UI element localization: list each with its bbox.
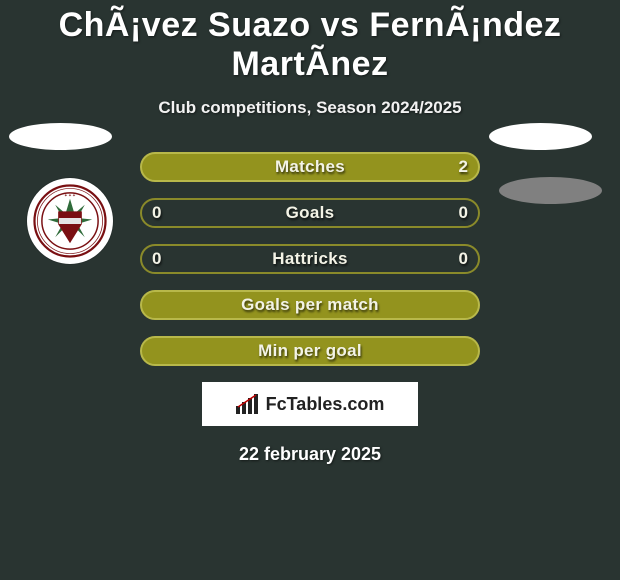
stat-bar-left-value: 0	[152, 203, 161, 223]
stat-bar: Min per goal	[140, 336, 480, 366]
fctables-label: FcTables.com	[266, 394, 385, 415]
date-label: 22 february 2025	[0, 444, 620, 465]
stat-bar: Hattricks 0 0	[140, 244, 480, 274]
club-badge: ✦ ✦ ✦	[27, 178, 113, 264]
stat-bar: Matches 2	[140, 152, 480, 182]
crest-icon: ✦ ✦ ✦	[33, 184, 107, 258]
page-subtitle: Club competitions, Season 2024/2025	[0, 98, 620, 118]
stat-bar-right-value: 2	[459, 157, 468, 177]
stat-bar-label: Matches	[275, 157, 345, 177]
stat-bar-label: Goals	[286, 203, 335, 223]
decor-ellipse	[489, 123, 592, 150]
stat-bar-right-value: 0	[459, 249, 468, 269]
stat-bar-label: Goals per match	[241, 295, 379, 315]
decor-ellipse	[9, 123, 112, 150]
page-title: ChÃ¡vez Suazo vs FernÃ¡ndez MartÃnez	[0, 0, 620, 84]
stat-bar-label: Hattricks	[272, 249, 347, 269]
decor-ellipse	[499, 177, 602, 204]
stat-bar-left-value: 0	[152, 249, 161, 269]
fctables-badge: FcTables.com	[202, 382, 418, 426]
stat-bar-right-value: 0	[459, 203, 468, 223]
stat-bar: Goals per match	[140, 290, 480, 320]
stat-bar: Goals 0 0	[140, 198, 480, 228]
bars-icon	[236, 394, 260, 414]
svg-text:✦ ✦ ✦: ✦ ✦ ✦	[64, 194, 76, 198]
stat-bar-label: Min per goal	[258, 341, 362, 361]
